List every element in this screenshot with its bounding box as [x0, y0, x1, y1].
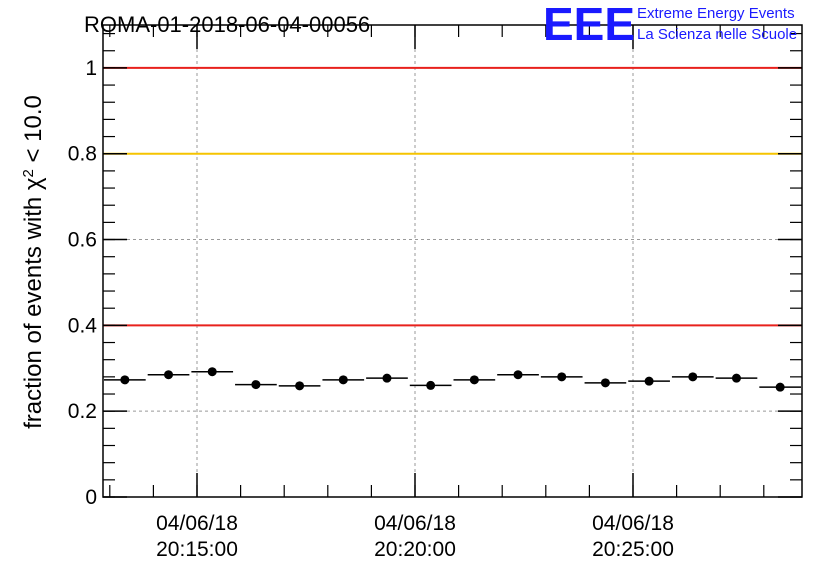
x-tick-label-time: 20:15:00 — [156, 538, 238, 561]
logo-mark: EEE — [543, 0, 635, 50]
data-point-marker — [120, 375, 130, 385]
data-point-marker — [164, 370, 174, 380]
data-point-marker — [557, 372, 567, 382]
x-tick-label-time: 20:25:00 — [592, 538, 674, 561]
data-point — [147, 370, 190, 380]
data-point — [715, 373, 758, 383]
y-tick-label: 1 — [85, 57, 97, 80]
data-point-marker — [688, 372, 698, 382]
data-point-marker — [207, 367, 217, 377]
data-point — [104, 375, 146, 385]
data-point-marker — [251, 380, 261, 390]
data-point-marker — [295, 381, 305, 391]
data-point — [453, 375, 496, 385]
y-axis-label: fraction of events with χ2 < 10.0 — [20, 95, 48, 429]
y-tick-label: 0.4 — [68, 314, 98, 337]
data-point — [497, 370, 539, 380]
data-point-marker — [513, 370, 523, 380]
data-point — [366, 373, 408, 383]
x-tick-label-date: 04/06/18 — [592, 512, 674, 535]
data-point-marker — [600, 378, 610, 388]
logo-line1: Extreme Energy Events — [637, 5, 795, 22]
data-point-marker — [644, 376, 654, 386]
y-tick-label: 0.2 — [68, 400, 97, 423]
logo-line2: La Scienza nelle Scuole — [637, 26, 797, 43]
chart-title: ROMA-01-2018-06-04-00056 — [84, 12, 370, 37]
data-point — [409, 380, 452, 390]
data-point — [540, 372, 583, 382]
data-point — [759, 382, 801, 392]
data-point-marker — [469, 375, 479, 385]
data-point — [235, 380, 277, 390]
y-tick-label: 0 — [85, 486, 97, 509]
x-tick-label-time: 20:20:00 — [374, 538, 456, 561]
eee-logo: EEE Extreme Energy Events La Scienza nel… — [543, 0, 797, 50]
data-point-marker — [426, 380, 436, 390]
y-tick-label: 0.6 — [68, 229, 97, 252]
x-tick-label-date: 04/06/18 — [374, 512, 456, 535]
x-tick-label-date: 04/06/18 — [156, 512, 238, 535]
data-point-marker — [731, 373, 741, 383]
x-axis: 04/06/18 20:15:00 04/06/18 20:20:00 04/06/18… — [109, 25, 765, 561]
reference-lines — [103, 66, 802, 327]
data-point — [584, 378, 627, 388]
y-tick-label: 0.8 — [68, 143, 97, 166]
plot-frame — [102, 24, 803, 498]
data-point-marker — [382, 373, 392, 383]
data-point — [191, 367, 234, 377]
data-point — [628, 376, 670, 386]
data-point-marker — [775, 382, 785, 392]
data-point — [671, 372, 714, 382]
data-point-marker — [338, 375, 348, 385]
data-point — [278, 381, 321, 391]
grid-lines — [103, 25, 802, 498]
data-point — [322, 375, 365, 385]
y-axis: 0 0.2 0.4 0.6 0.8 1 — [68, 32, 802, 509]
data-points — [104, 367, 801, 392]
